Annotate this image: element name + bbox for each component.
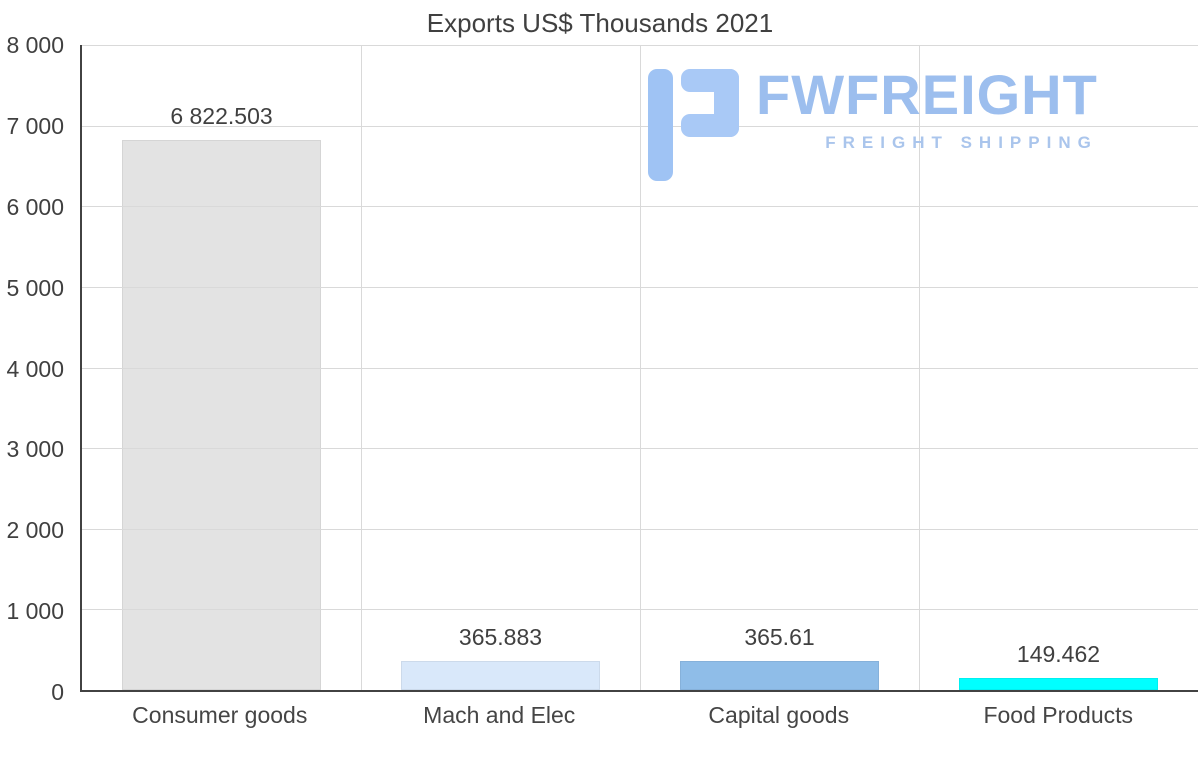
watermark-logo: FWFREIGHT FREIGHT SHIPPING <box>648 63 1098 189</box>
bar-value-label: 365.883 <box>458 623 543 650</box>
chart-title: Exports US$ Thousands 2021 <box>426 8 774 38</box>
y-axis-labels: 0 1 000 2 000 3 000 4 000 5 000 6 000 7 000 8 00… <box>0 32 70 705</box>
logo-text: FWFREIGHT FREIGHT SHIPPING <box>756 63 1098 153</box>
x-axis-label: Mach and Elec <box>423 702 576 728</box>
logo-name: FWFREIGHT <box>756 63 1098 126</box>
y-tick-label: 7 000 <box>6 112 64 139</box>
bar-value-label: 6 822.503 <box>170 102 273 129</box>
v-gridline <box>361 45 362 690</box>
bars: 6 822.503 365.883 365.61 149.462 <box>82 45 1198 690</box>
y-tick-label: 6 000 <box>6 193 64 220</box>
bar <box>680 660 879 690</box>
x-axis-labels: Consumer goods Mach and Elec Capital goods… <box>80 702 1198 729</box>
x-axis-label: Food Products <box>983 702 1134 728</box>
bar <box>959 677 1158 690</box>
logo-tagline: FREIGHT SHIPPING <box>825 132 1098 152</box>
y-tick-label: 8 000 <box>6 32 64 58</box>
y-tick-label: 5 000 <box>6 274 64 301</box>
bar <box>122 139 321 690</box>
v-gridline <box>640 45 641 690</box>
plot-area: 6 822.503 365.883 365.61 149.462 <box>80 45 1198 692</box>
bar-value-label: 149.462 <box>1016 640 1101 667</box>
y-tick-label: 3 000 <box>6 436 64 463</box>
y-tick-label: 1 000 <box>6 598 64 625</box>
y-tick-label: 4 000 <box>6 355 64 382</box>
bar-column: 149.462 <box>919 45 1198 690</box>
bar-column: 365.61 <box>640 45 919 690</box>
bar-column: 6 822.503 <box>82 45 361 690</box>
f-bracket-logo-icon <box>648 66 740 189</box>
bar-value-label: 365.61 <box>744 623 815 650</box>
y-tick-label: 0 <box>51 679 64 705</box>
bar-column: 365.883 <box>361 45 640 690</box>
y-tick-label: 2 000 <box>6 517 64 544</box>
bar <box>401 660 600 690</box>
x-axis-label: Consumer goods <box>132 702 308 728</box>
v-gridline <box>919 45 920 690</box>
x-axis-label: Capital goods <box>708 702 850 728</box>
